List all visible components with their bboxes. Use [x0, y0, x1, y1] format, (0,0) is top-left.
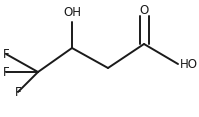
Text: F: F — [3, 48, 10, 60]
Text: HO: HO — [180, 57, 198, 71]
Text: O: O — [139, 4, 149, 16]
Text: F: F — [15, 86, 22, 99]
Text: OH: OH — [63, 7, 81, 20]
Text: F: F — [3, 66, 10, 79]
